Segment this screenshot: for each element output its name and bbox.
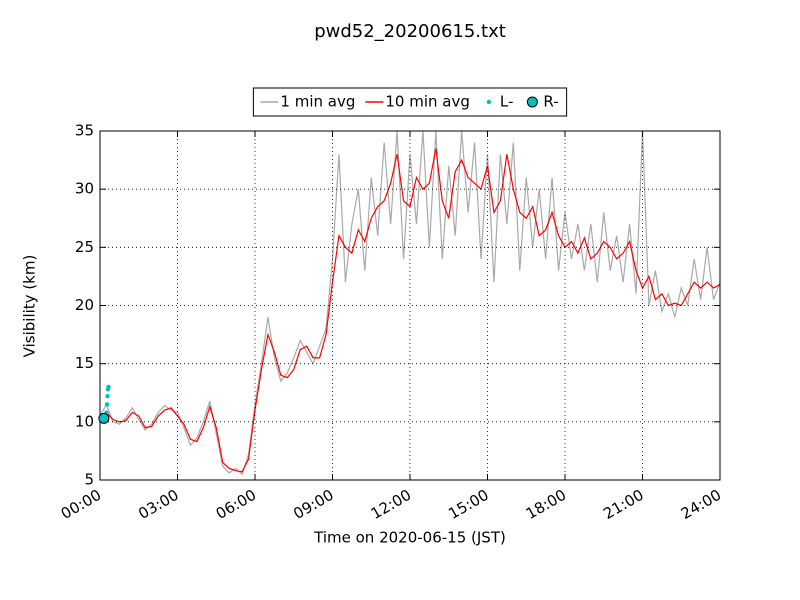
x-tick-label: 00:00 (58, 486, 104, 523)
series-point (106, 384, 111, 390)
x-axis-label: Time on 2020-06-15 (JST) (313, 529, 506, 547)
y-tick-label: 15 (75, 354, 94, 372)
x-tick-label: 06:00 (213, 486, 259, 523)
legend-swatch (486, 99, 492, 105)
legend (252, 87, 568, 117)
y-tick-label: 25 (75, 238, 94, 256)
series-point (104, 402, 110, 407)
legend-label: L- (500, 93, 514, 111)
y-tick-label: 10 (75, 412, 94, 430)
y-tick-label: 35 (75, 122, 94, 140)
x-tick-label: 21:00 (600, 486, 646, 523)
y-tick-label: 5 (84, 471, 94, 489)
plot-area (100, 131, 720, 476)
x-tick-label: 12:00 (368, 486, 414, 523)
x-tick-label: 15:00 (445, 486, 491, 523)
series-line (100, 148, 720, 473)
x-tick-label: 03:00 (135, 486, 181, 523)
y-tick-label: 20 (75, 296, 94, 314)
series-line (100, 131, 720, 476)
y-axis-label: Visibility (km) (21, 255, 39, 358)
y-tick-label: 30 (75, 180, 94, 198)
legend-label: R- (543, 93, 558, 111)
legend-label: 1 min avg (280, 93, 355, 111)
legend-label: 10 min avg (385, 93, 470, 111)
chart-title: pwd52_20200615.txt (314, 21, 506, 42)
x-tick-label: 18:00 (523, 486, 569, 523)
series-point (105, 394, 110, 399)
legend-swatch (526, 96, 538, 108)
series-point (98, 412, 110, 424)
x-tick-label: 09:00 (290, 486, 336, 523)
x-tick-label: 24:00 (678, 486, 724, 523)
